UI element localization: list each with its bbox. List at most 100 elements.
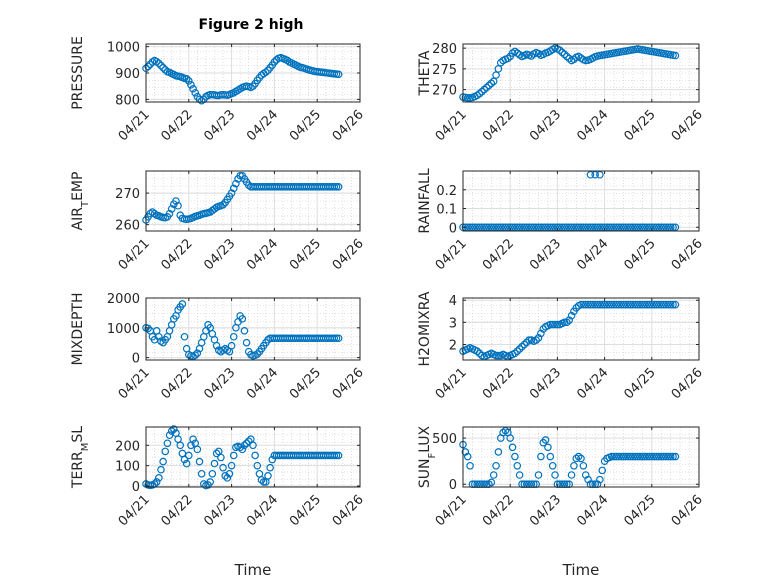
data-point bbox=[624, 223, 633, 232]
data-point bbox=[579, 223, 588, 232]
data-point bbox=[229, 451, 238, 460]
data-point bbox=[631, 300, 640, 309]
data-point bbox=[567, 311, 576, 320]
data-point bbox=[605, 223, 614, 232]
data-point bbox=[584, 223, 592, 232]
data-point bbox=[494, 223, 503, 232]
y-tick-label: 200 bbox=[115, 439, 140, 454]
data-point bbox=[492, 71, 500, 79]
data-point bbox=[584, 300, 592, 309]
data-point bbox=[191, 351, 200, 360]
y-tick-label: 0 bbox=[449, 221, 457, 236]
data-point bbox=[541, 436, 550, 444]
data-point bbox=[565, 316, 574, 324]
data-point bbox=[487, 79, 496, 88]
data-point bbox=[617, 223, 625, 232]
data-point bbox=[544, 223, 552, 232]
data-point bbox=[332, 182, 341, 191]
data-point bbox=[617, 452, 625, 461]
data-point bbox=[664, 452, 673, 461]
data-point bbox=[144, 324, 152, 333]
data-point bbox=[607, 223, 616, 232]
data-point bbox=[238, 445, 247, 454]
data-point bbox=[482, 83, 491, 92]
data-point bbox=[155, 332, 163, 341]
data-point bbox=[671, 452, 680, 461]
data-point bbox=[586, 300, 595, 309]
data-point bbox=[645, 300, 654, 309]
y-tick-label: 500 bbox=[432, 432, 457, 447]
data-point bbox=[650, 223, 658, 232]
data-point bbox=[534, 223, 543, 232]
data-point bbox=[598, 466, 607, 475]
data-point bbox=[570, 461, 578, 470]
axes-frame bbox=[145, 297, 361, 361]
data-point bbox=[232, 179, 240, 188]
y-axis-label: TERRMSL bbox=[70, 426, 91, 489]
data-point bbox=[638, 223, 647, 232]
data-point bbox=[645, 223, 654, 232]
data-point bbox=[208, 469, 217, 478]
data-point bbox=[570, 223, 578, 232]
data-point bbox=[463, 452, 472, 461]
data-point bbox=[605, 300, 614, 309]
data-point bbox=[487, 223, 496, 232]
data-point bbox=[185, 451, 193, 460]
data-point bbox=[650, 452, 658, 461]
data-point bbox=[560, 223, 569, 232]
data-point bbox=[174, 201, 182, 210]
data-point bbox=[240, 441, 249, 450]
axes-frame bbox=[145, 170, 361, 232]
data-point bbox=[238, 315, 247, 323]
data-point bbox=[332, 334, 341, 343]
data-point bbox=[219, 463, 227, 472]
y-label-subscript: T bbox=[80, 200, 91, 208]
data-point bbox=[217, 453, 225, 462]
data-point bbox=[619, 452, 628, 461]
data-point bbox=[563, 223, 571, 232]
y-axis-label: RAINFALL bbox=[417, 168, 433, 233]
data-point bbox=[664, 300, 673, 309]
data-point bbox=[636, 300, 644, 309]
data-point bbox=[249, 441, 257, 450]
data-point bbox=[607, 300, 616, 309]
data-point bbox=[586, 170, 595, 179]
data-point bbox=[546, 320, 555, 329]
data-point bbox=[622, 223, 630, 232]
data-point bbox=[193, 445, 202, 454]
y-label-subscript: M bbox=[80, 443, 91, 452]
data-point bbox=[482, 223, 491, 232]
data-point bbox=[532, 223, 540, 232]
data-series bbox=[459, 170, 680, 232]
y-label-part: EMP bbox=[70, 172, 86, 201]
data-point bbox=[591, 300, 599, 309]
data-point bbox=[643, 300, 651, 309]
data-point bbox=[574, 223, 583, 232]
data-point bbox=[647, 452, 656, 461]
data-point bbox=[159, 457, 167, 466]
data-point bbox=[152, 57, 161, 66]
data-point bbox=[596, 223, 604, 232]
data-point bbox=[193, 349, 202, 357]
data-point bbox=[558, 48, 566, 57]
data-point bbox=[161, 447, 170, 456]
data-point bbox=[191, 88, 200, 97]
data-point bbox=[529, 223, 538, 232]
data-point bbox=[478, 87, 486, 96]
data-point bbox=[532, 336, 540, 344]
y-tick-label: 270 bbox=[115, 187, 140, 202]
data-point bbox=[588, 223, 597, 232]
data-point bbox=[537, 223, 545, 232]
data-point bbox=[180, 332, 189, 341]
data-point bbox=[629, 300, 637, 309]
data-point bbox=[330, 334, 339, 343]
y-axis-label: SUNFLUX bbox=[417, 425, 438, 488]
data-point bbox=[551, 223, 559, 232]
data-point bbox=[593, 223, 602, 232]
data-point bbox=[494, 448, 503, 456]
data-point bbox=[242, 439, 251, 448]
data-series bbox=[142, 300, 343, 361]
data-point bbox=[221, 472, 229, 480]
subplot-3: 04/21 04/22 04/23 04/24 04/25 04/26260270AIRT… bbox=[70, 170, 367, 273]
data-point bbox=[534, 471, 543, 479]
